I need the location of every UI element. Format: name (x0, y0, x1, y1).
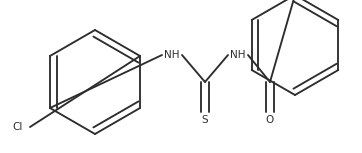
Text: O: O (266, 115, 274, 125)
Text: NH: NH (230, 50, 246, 60)
Text: NH: NH (164, 50, 180, 60)
Text: Cl: Cl (13, 122, 23, 132)
Text: S: S (202, 115, 208, 125)
